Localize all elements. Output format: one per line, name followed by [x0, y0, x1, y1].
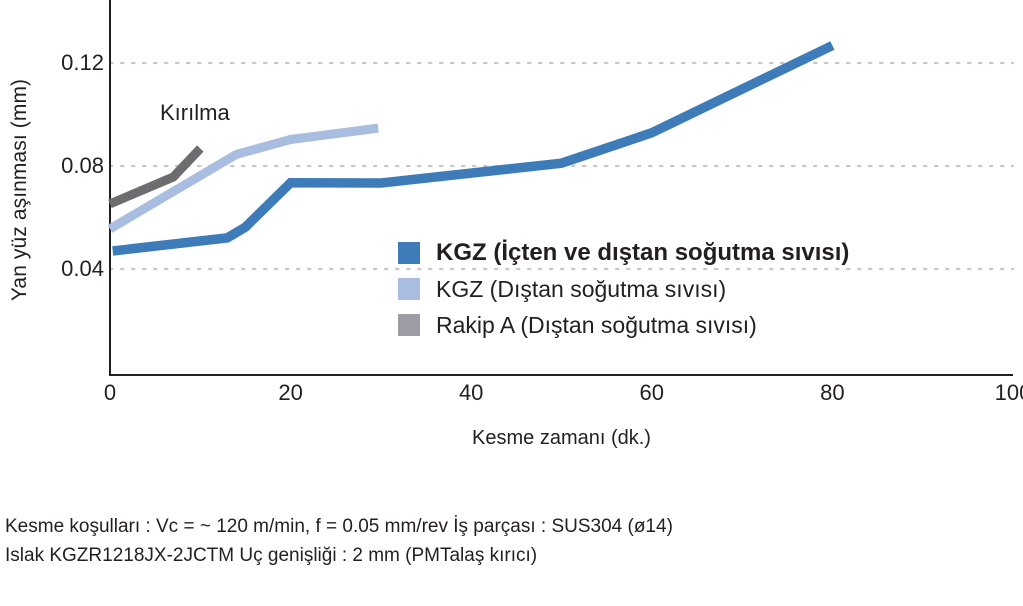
x-tick-label-100: 100	[994, 380, 1023, 405]
legend-item-1: KGZ (Dıştan soğutma sıvısı)	[398, 271, 998, 307]
legend-swatch-rakip-a	[398, 314, 420, 336]
series-line-1	[107, 123, 379, 233]
y-tick-label-0.08: 0.08	[61, 153, 104, 178]
annotation-kirilma: Kırılma	[160, 100, 230, 126]
legend-item-label-0: KGZ (İçten ve dıştan soğutma sıvısı)	[436, 239, 850, 266]
x-tick-label-20: 20	[278, 380, 303, 405]
x-tick-label-80: 80	[820, 380, 845, 405]
caption-line-2: Islak KGZR1218JX-2JCTM Uç genişliği : 2 …	[5, 545, 538, 567]
series-line-0	[112, 41, 835, 256]
chart-caption: Kesme koşulları : Vc = ~ 120 m/min, f = …	[5, 512, 1015, 571]
data-series	[107, 41, 835, 256]
legend-item-2: Rakip A (Dıştan soğutma sıvısı)	[398, 307, 998, 343]
legend-item-label-1: KGZ (Dıştan soğutma sıvısı)	[436, 275, 727, 302]
x-tick-label-0: 0	[103, 380, 117, 405]
chart-plot	[107, 0, 1015, 376]
y-axis-ticks: 0.04 0.08 0.12	[28, 0, 104, 380]
legend-item-0: KGZ (İçten ve dıştan soğutma sıvısı)	[398, 235, 998, 271]
x-tick-label-60: 60	[639, 380, 665, 405]
series-line-2	[108, 145, 204, 208]
x-axis-ticks: 0 20 40 60 80 100	[0, 380, 1023, 421]
x-axis-title: Kesme zamanı (dk.)	[110, 427, 1013, 450]
caption-line-1: Kesme koşulları : Vc = ~ 120 m/min, f = …	[5, 516, 673, 537]
x-axis-title-text: Kesme zamanı (dk.)	[472, 427, 651, 449]
chart-container: Yan yüz aşınması (mm) 0.04 0.08 0.12 0 20 40…	[0, 0, 1023, 450]
chart-legend: KGZ (İçten ve dıştan soğutma sıvısı) KGZ …	[398, 235, 998, 343]
legend-swatch-kgz-external	[398, 278, 420, 300]
axis-lines	[109, 0, 1013, 376]
annotation-kirilma-text: Kırılma	[160, 100, 230, 125]
x-tick-label-40: 40	[458, 380, 484, 405]
y-tick-label-0.12: 0.12	[61, 50, 104, 75]
y-tick-label-0.04: 0.04	[61, 256, 104, 281]
legend-item-label-2: Rakip A (Dıştan soğutma sıvısı)	[436, 311, 757, 338]
legend-swatch-kgz-internal-external	[398, 242, 420, 264]
